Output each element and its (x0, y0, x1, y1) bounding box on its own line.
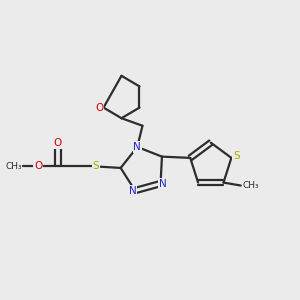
Text: O: O (54, 138, 62, 148)
Text: CH₃: CH₃ (5, 162, 22, 171)
Text: O: O (34, 161, 42, 172)
Text: N: N (134, 142, 141, 152)
Text: S: S (93, 161, 100, 172)
Text: O: O (95, 103, 103, 112)
Text: CH₃: CH₃ (242, 181, 259, 190)
Text: N: N (159, 178, 167, 189)
Text: N: N (129, 186, 136, 196)
Text: S: S (233, 151, 240, 160)
